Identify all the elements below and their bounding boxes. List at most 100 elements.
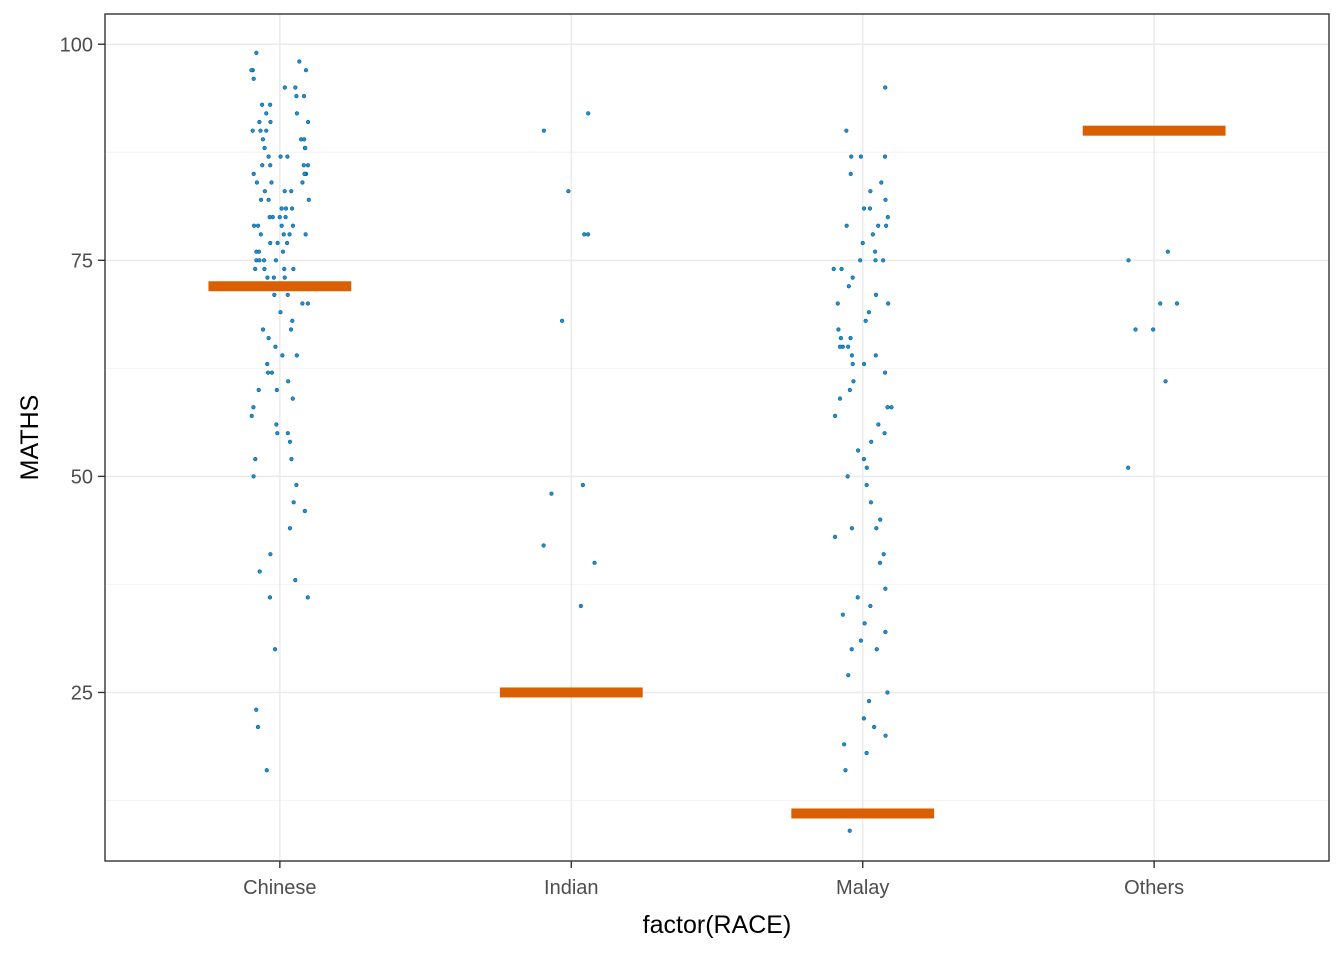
data-point xyxy=(849,526,855,531)
data-point xyxy=(837,396,843,401)
data-point xyxy=(285,240,290,246)
data-point xyxy=(288,327,294,332)
x-axis: Chinese Indian Malay Others xyxy=(243,861,1184,899)
data-point xyxy=(301,163,306,168)
data-point xyxy=(1126,258,1131,263)
data-point xyxy=(849,647,854,652)
data-point xyxy=(1133,327,1138,332)
data-point xyxy=(287,526,293,531)
data-point xyxy=(864,750,869,756)
data-point xyxy=(287,232,292,237)
data-point xyxy=(559,318,565,323)
data-point xyxy=(869,439,874,444)
data-point xyxy=(849,353,854,358)
data-point xyxy=(305,301,310,306)
data-point xyxy=(874,526,879,531)
data-point xyxy=(885,690,890,695)
data-point xyxy=(278,310,283,315)
x-tick-label: Chinese xyxy=(243,877,316,899)
summary-bars xyxy=(208,125,1226,819)
data-point xyxy=(870,232,875,237)
data-point xyxy=(266,336,271,341)
data-point xyxy=(253,266,258,272)
data-point xyxy=(289,206,295,211)
data-point xyxy=(262,266,267,272)
data-point xyxy=(879,180,884,185)
data-point xyxy=(293,578,298,583)
data-point xyxy=(883,629,888,635)
summary-bar xyxy=(208,281,352,292)
data-point xyxy=(268,552,273,557)
data-point xyxy=(302,508,307,514)
data-point xyxy=(582,232,587,237)
data-point xyxy=(883,733,888,738)
data-point xyxy=(851,379,856,384)
data-point xyxy=(280,353,285,358)
data-point xyxy=(884,223,889,228)
x-tick-label: Others xyxy=(1124,877,1184,899)
data-point xyxy=(305,163,311,168)
data-point xyxy=(267,595,273,600)
data-point xyxy=(860,240,865,246)
data-point xyxy=(846,344,851,349)
data-point xyxy=(254,707,259,712)
data-point xyxy=(1165,249,1170,254)
data-point xyxy=(283,215,288,220)
data-point xyxy=(835,301,840,306)
summary-bar xyxy=(499,687,643,698)
data-point xyxy=(858,154,864,159)
data-point xyxy=(257,119,262,125)
data-point xyxy=(864,465,869,470)
data-point xyxy=(282,85,287,90)
data-point xyxy=(868,189,873,194)
data-point xyxy=(861,206,867,211)
data-point xyxy=(881,552,886,557)
data-point xyxy=(831,266,836,272)
data-point xyxy=(253,457,258,462)
data-point xyxy=(287,439,293,444)
data-point xyxy=(863,318,868,323)
data-point xyxy=(254,50,259,55)
panel-border xyxy=(104,13,1330,862)
data-point xyxy=(268,240,273,246)
summary-bar xyxy=(791,808,935,819)
data-point xyxy=(294,111,300,116)
data-point xyxy=(849,154,854,159)
data-point xyxy=(250,128,255,133)
data-point xyxy=(889,405,894,410)
data-point xyxy=(286,379,291,384)
data-point xyxy=(303,232,308,237)
data-point xyxy=(300,301,305,306)
data-point xyxy=(251,223,257,228)
data-point xyxy=(874,647,879,652)
data-point xyxy=(274,422,279,427)
data-point xyxy=(254,180,259,185)
data-point xyxy=(268,102,273,107)
x-tick-label: Malay xyxy=(836,877,889,899)
data-point xyxy=(290,318,295,323)
grid-lines xyxy=(105,14,1329,861)
data-point xyxy=(885,215,890,220)
data-point xyxy=(541,543,546,548)
data-point xyxy=(269,180,274,185)
data-point xyxy=(844,128,849,133)
data-point xyxy=(842,742,847,747)
data-point xyxy=(549,491,554,496)
data-point xyxy=(249,68,254,73)
data-point xyxy=(258,128,263,133)
data-point xyxy=(259,102,265,107)
data-point xyxy=(881,258,886,263)
data-point xyxy=(855,595,860,600)
data-point xyxy=(872,249,878,254)
data-point xyxy=(294,353,299,358)
data-point xyxy=(858,638,864,643)
data-point xyxy=(266,197,271,202)
data-point xyxy=(832,413,838,418)
data-point xyxy=(858,258,863,263)
data-point xyxy=(260,327,266,332)
data-point xyxy=(302,171,307,176)
data-point xyxy=(291,266,296,272)
data-point xyxy=(850,275,855,280)
data-point xyxy=(264,111,269,116)
data-point xyxy=(282,266,287,272)
